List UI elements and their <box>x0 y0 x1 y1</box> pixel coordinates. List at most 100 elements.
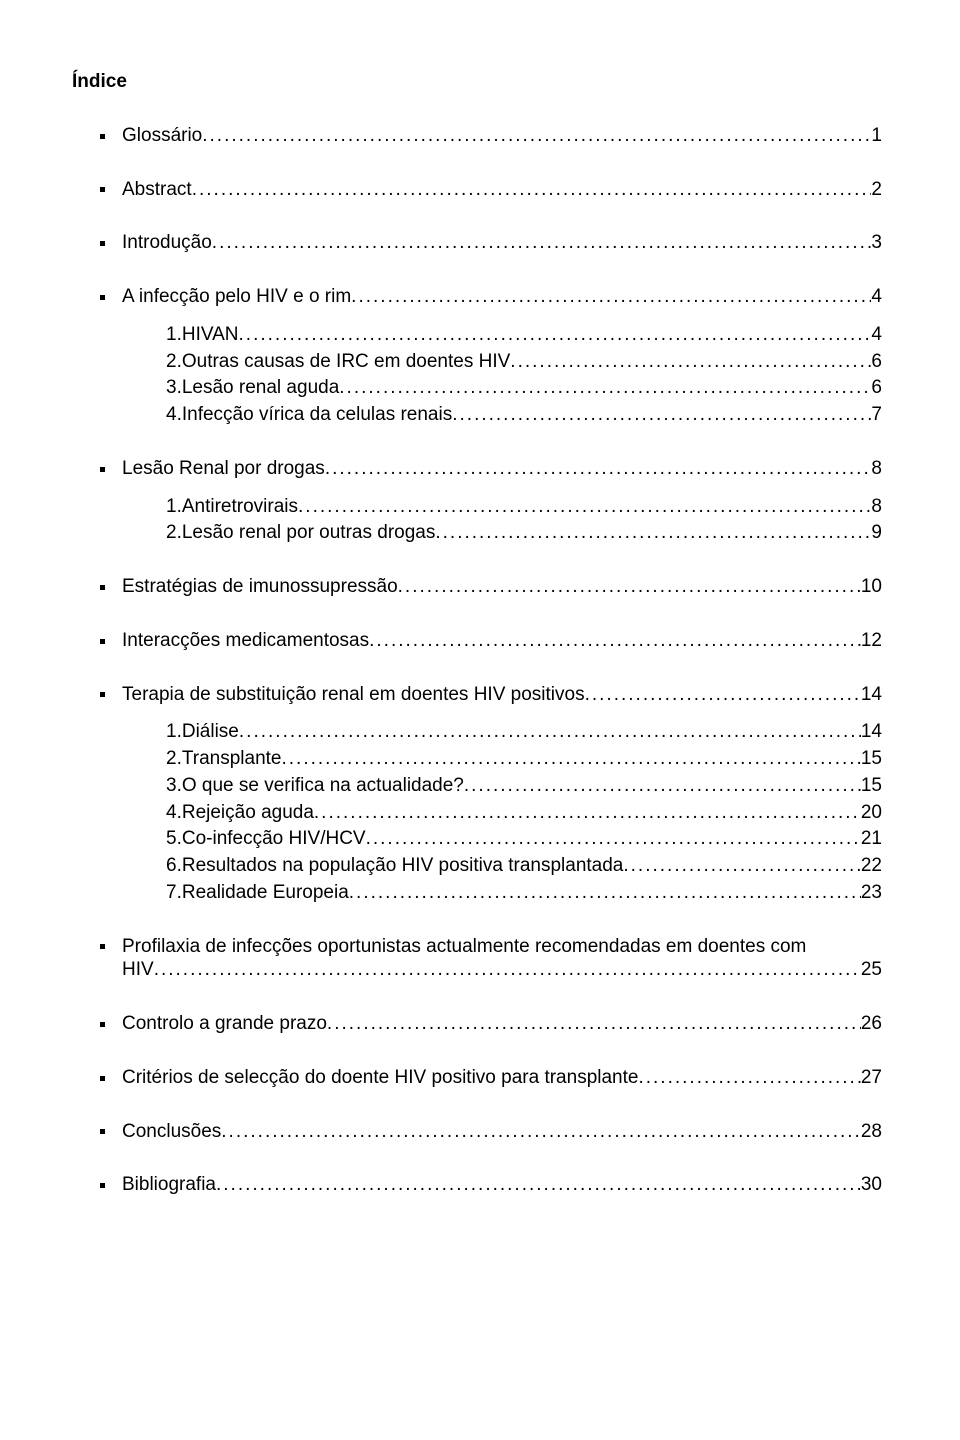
toc-subentry-page: 15 <box>861 747 882 771</box>
leader-dots <box>585 683 861 707</box>
toc-entry: Lesão Renal por drogas81. Antiretrovirai… <box>78 457 882 545</box>
toc-subentry-number: 6. <box>166 854 182 878</box>
toc-subentry-number: 2. <box>166 747 182 771</box>
toc-subentry-number: 2. <box>166 350 182 374</box>
toc-entry-label: Interacções medicamentosas <box>122 629 369 653</box>
toc-subentry: 3. O que se verifica na actualidade?15 <box>166 774 882 798</box>
toc-subentry: 6. Resultados na população HIV positiva … <box>166 854 882 878</box>
toc-entry: Glossário1 <box>78 124 882 148</box>
toc-subentry-page: 23 <box>861 881 882 905</box>
toc-entry: Interacções medicamentosas 12 <box>78 629 882 653</box>
toc-subentry-page: 14 <box>861 720 882 744</box>
toc-entry: Terapia de substituição renal em doentes… <box>78 683 882 905</box>
toc-entry-label: Conclusões <box>122 1120 221 1144</box>
toc-subentry-label: Transplante <box>182 747 282 771</box>
toc-subentry-number: 3. <box>166 376 182 400</box>
toc-entry-page: 30 <box>861 1173 882 1197</box>
toc-entry-page: 2 <box>871 178 882 202</box>
toc-entry-page: 1 <box>871 124 882 148</box>
leader-dots <box>349 881 861 905</box>
toc-subentry: 1. Diálise 14 <box>166 720 882 744</box>
toc-subentry-label: Antiretrovirais <box>182 495 298 519</box>
toc-entry: Estratégias de imunossupressão 10 <box>78 575 882 599</box>
toc-subentry-label: Resultados na população HIV positiva tra… <box>182 854 624 878</box>
leader-dots <box>339 376 871 400</box>
toc-entry-page: 25 <box>861 958 882 982</box>
toc-subentry: 2. Lesão renal por outras drogas9 <box>166 521 882 545</box>
toc-subentry-number: 1. <box>166 495 182 519</box>
leader-dots <box>239 720 861 744</box>
toc-entry-label: Terapia de substituição renal em doentes… <box>122 683 585 707</box>
toc-subentry-page: 20 <box>861 801 882 825</box>
toc-subentry-page: 6 <box>871 350 882 374</box>
toc-entry: Abstract2 <box>78 178 882 202</box>
toc-entry-label: Lesão Renal por drogas <box>122 457 325 481</box>
leader-dots <box>298 495 871 519</box>
leader-dots <box>623 854 860 878</box>
leader-dots <box>325 457 872 481</box>
toc-subentry-label: Lesão renal aguda <box>182 376 339 400</box>
toc-subentry-label: Diálise <box>182 720 239 744</box>
toc-entry: Introdução3 <box>78 231 882 255</box>
toc-entry: Bibliografia30 <box>78 1173 882 1197</box>
toc-subentry-page: 22 <box>861 854 882 878</box>
toc-entry: Critérios de selecção do doente HIV posi… <box>78 1066 882 1090</box>
toc-entry-page: 3 <box>871 231 882 255</box>
toc-subentry-page: 15 <box>861 774 882 798</box>
toc-entry-page: 26 <box>861 1012 882 1036</box>
leader-dots <box>314 801 861 825</box>
toc-entry-page: 27 <box>861 1066 882 1090</box>
leader-dots <box>369 629 861 653</box>
toc-subentry-number: 7. <box>166 881 182 905</box>
toc-subentry-page: 7 <box>871 403 882 427</box>
toc-subentry-number: 4. <box>166 403 182 427</box>
toc-subentry-number: 1. <box>166 720 182 744</box>
toc-entry: Profilaxia de infecções oportunistas act… <box>78 935 882 983</box>
toc-entry-page: 8 <box>871 457 882 481</box>
toc-entry-label: Estratégias de imunossupressão <box>122 575 398 599</box>
leader-dots <box>398 575 861 599</box>
leader-dots <box>212 231 872 255</box>
toc-subentry-number: 1. <box>166 323 182 347</box>
toc-sublist: 1. HIVAN 4 2. Outras causas de IRC em doen… <box>166 323 882 427</box>
toc-subentry-label: HIVAN <box>182 323 239 347</box>
toc-subentry: 4. Rejeição aguda20 <box>166 801 882 825</box>
toc-entry-page: 4 <box>871 285 882 309</box>
toc-entry-label: Controlo a grande prazo <box>122 1012 327 1036</box>
toc-subentry: 1. HIVAN 4 <box>166 323 882 347</box>
toc-subentry-page: 6 <box>871 376 882 400</box>
toc-subentry-page: 8 <box>871 495 882 519</box>
toc-subentry: 5. Co-infecção HIV/HCV21 <box>166 827 882 851</box>
toc-subentry: 2. Transplante 15 <box>166 747 882 771</box>
toc-subentry-page: 21 <box>861 827 882 851</box>
toc-entry-label: Critérios de selecção do doente HIV posi… <box>122 1066 638 1090</box>
toc-subentry-label: Infecção vírica da celulas renais <box>182 403 452 427</box>
leader-dots <box>351 285 871 309</box>
toc-entry: Conclusões 28 <box>78 1120 882 1144</box>
leader-dots <box>221 1120 861 1144</box>
toc-entry-label: A infecção pelo HIV e o rim <box>122 285 351 309</box>
toc-subentry-label: Outras causas de IRC em doentes HIV <box>182 350 510 374</box>
leader-dots <box>366 827 861 851</box>
toc-subentry-label: Lesão renal por outras drogas <box>182 521 436 545</box>
leader-dots <box>202 124 871 148</box>
leader-dots <box>464 774 861 798</box>
toc-entry-page: 12 <box>861 629 882 653</box>
leader-dots <box>192 178 872 202</box>
toc-subentry-number: 5. <box>166 827 182 851</box>
toc-list: Glossário1 Abstract2 Introdução3 A infecção… <box>78 124 882 1197</box>
toc-subentry: 3. Lesão renal aguda 6 <box>166 376 882 400</box>
toc-sublist: 1. Antiretrovirais 82. Lesão renal por ou… <box>166 495 882 546</box>
toc-subentry-number: 4. <box>166 801 182 825</box>
toc-entry-page: 28 <box>861 1120 882 1144</box>
toc-subentry: 4. Infecção vírica da celulas renais 7 <box>166 403 882 427</box>
toc-entry: Controlo a grande prazo 26 <box>78 1012 882 1036</box>
toc-subentry-page: 4 <box>871 323 882 347</box>
leader-dots <box>435 521 871 545</box>
toc-title: Índice <box>72 70 882 94</box>
toc-subentry: 1. Antiretrovirais 8 <box>166 495 882 519</box>
toc-entry-page: 10 <box>861 575 882 599</box>
leader-dots <box>282 747 861 771</box>
toc-subentry: 2. Outras causas de IRC em doentes HIV 6 <box>166 350 882 374</box>
leader-dots <box>510 350 871 374</box>
